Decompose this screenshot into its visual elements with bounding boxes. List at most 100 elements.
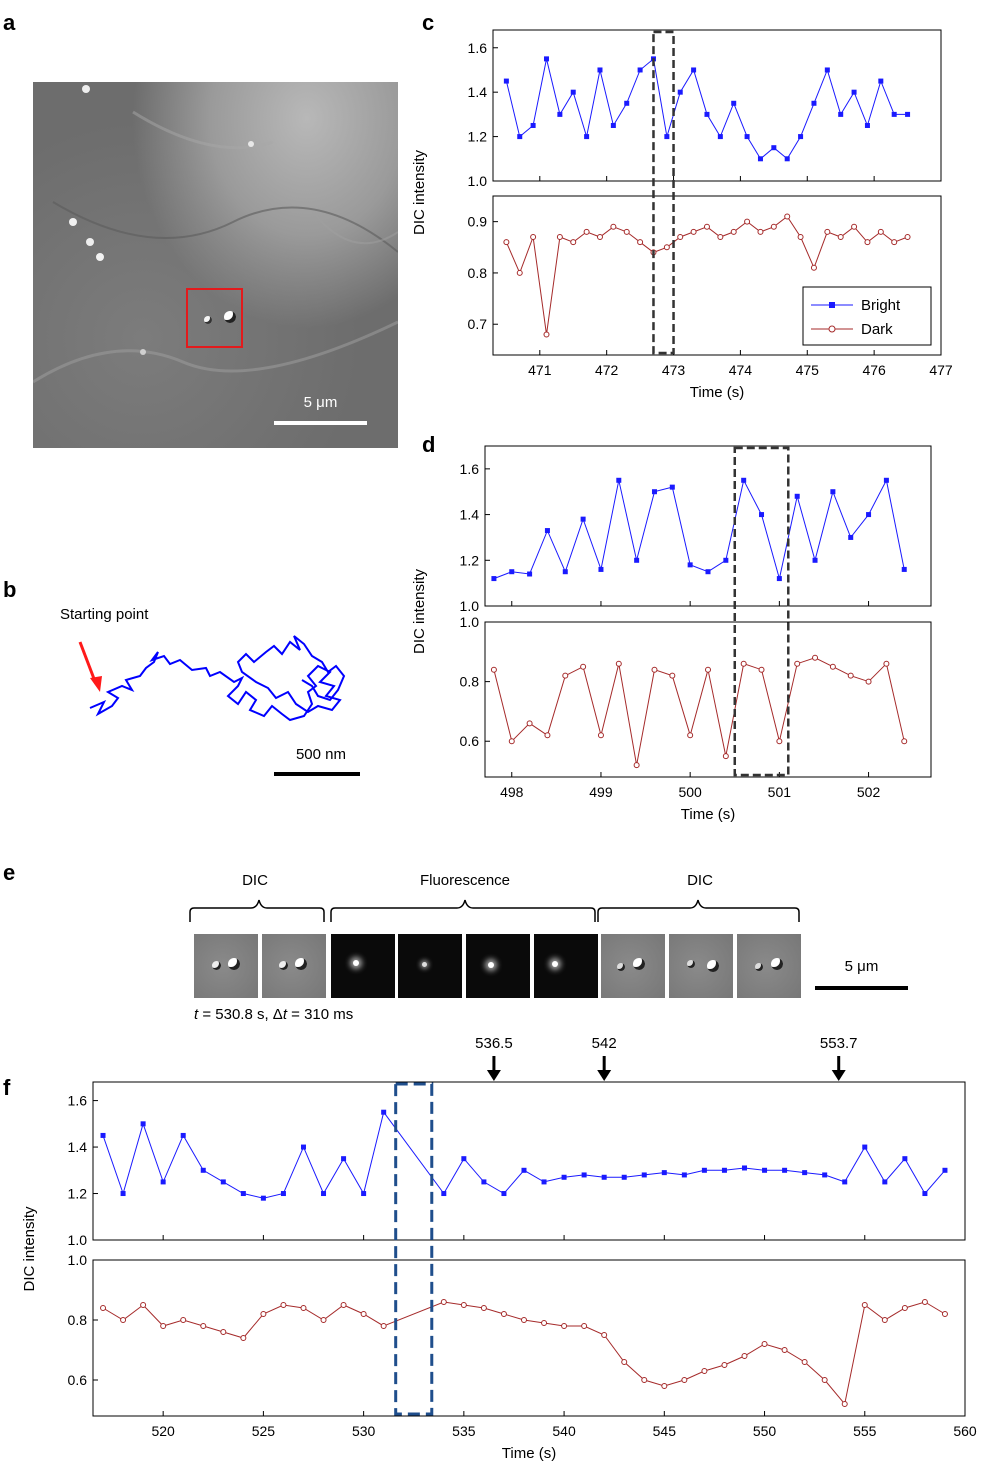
data-point-bright xyxy=(160,1179,166,1185)
particle-bright xyxy=(224,311,236,323)
event-arrow-label: 536.5 xyxy=(475,1035,513,1052)
data-point-bright xyxy=(260,1195,266,1201)
group-label-fluorescence: Fluorescence xyxy=(419,872,511,889)
data-point-dark xyxy=(300,1305,307,1311)
panel-letter-b: b xyxy=(3,577,17,602)
group-label-dic-2: DIC xyxy=(687,872,713,889)
x-tick-label: 555 xyxy=(853,1423,877,1439)
y-tick-label-bottom: 0.8 xyxy=(460,674,480,690)
y-tick-label-bottom: 0.8 xyxy=(68,1312,88,1328)
data-point-bright xyxy=(321,1191,327,1197)
data-point-bright xyxy=(634,557,640,563)
plot-frame-bottom xyxy=(484,621,932,778)
chart-f: 1.0 1.2 1.4 1.6 0.6 0.8 1.0 520 525 530 535 540 545 5… xyxy=(21,1035,977,1462)
legend-marker-dark xyxy=(828,325,836,333)
data-point-bright xyxy=(757,156,763,162)
y-tick-label-bottom: 1.0 xyxy=(68,1252,88,1268)
data-point-dark xyxy=(701,1368,708,1374)
data-point-bright xyxy=(517,134,523,140)
data-point-bright xyxy=(822,1172,828,1178)
x-axis-label: Time (s) xyxy=(502,1445,556,1462)
start-arrow-shaft xyxy=(78,641,98,685)
bracket-fluorescence xyxy=(330,899,596,922)
dic-frame-1 xyxy=(194,934,258,998)
data-point-dark xyxy=(758,666,765,673)
y-tick-label-top: 1.4 xyxy=(68,1139,88,1155)
y-tick-label-bottom: 0.7 xyxy=(468,316,488,332)
data-point-dark xyxy=(851,223,858,230)
x-tick-label: 525 xyxy=(252,1423,276,1439)
data-point-bright xyxy=(838,111,844,117)
data-point-bright xyxy=(641,1172,647,1178)
event-arrow-head xyxy=(831,1070,846,1081)
data-point-dark xyxy=(829,663,836,670)
data-point-bright xyxy=(848,534,854,540)
x-tick-label: 477 xyxy=(929,362,953,378)
data-point-bright xyxy=(878,78,884,84)
y-tick-label-top: 1.6 xyxy=(468,40,488,56)
data-point-dark xyxy=(730,228,737,235)
data-point-bright xyxy=(661,1170,667,1176)
group-label-dic-1: DIC xyxy=(242,872,268,889)
data-point-dark xyxy=(877,228,884,235)
dic-frame-4 xyxy=(669,934,733,998)
x-tick-label: 499 xyxy=(589,784,613,800)
scale-bar-e-label: 5 μm xyxy=(844,958,879,975)
data-point-dark xyxy=(641,1377,648,1383)
legend-label-bright: Bright xyxy=(861,297,901,314)
data-point-dark xyxy=(320,1317,327,1323)
data-point-bright xyxy=(530,122,536,128)
data-point-dark xyxy=(200,1323,207,1329)
data-point-dark xyxy=(841,1401,848,1407)
data-point-dark xyxy=(703,223,710,230)
x-tick-label: 545 xyxy=(653,1423,677,1439)
data-point-dark xyxy=(901,1305,908,1311)
data-point-bright xyxy=(361,1191,367,1197)
data-point-dark xyxy=(717,234,724,241)
data-point-dark xyxy=(440,1299,447,1305)
data-point-bright xyxy=(584,134,590,140)
data-point-dark xyxy=(761,1341,768,1347)
data-point-bright xyxy=(220,1179,226,1185)
y-tick-label-top: 1.0 xyxy=(68,1232,88,1248)
data-point-bright xyxy=(381,1109,387,1115)
starting-point-label: Starting point xyxy=(60,606,149,623)
y-tick-label-bottom: 0.6 xyxy=(460,733,480,749)
data-point-dark xyxy=(508,738,515,745)
caption-dt-var: t xyxy=(282,1006,287,1023)
series-line-bright xyxy=(505,57,908,160)
data-point-dark xyxy=(637,239,644,246)
highlight-window-box xyxy=(394,1082,434,1416)
data-point-dark xyxy=(651,666,658,673)
bracket-dic-1 xyxy=(189,899,325,922)
y-tick-label-top: 1.2 xyxy=(468,129,488,145)
data-point-dark xyxy=(741,1353,748,1359)
legend-marker-bright xyxy=(829,302,835,308)
x-tick-label: 474 xyxy=(729,362,753,378)
panel-letter-e: e xyxy=(3,860,16,885)
data-point-dark xyxy=(260,1311,267,1317)
data-point-bright xyxy=(180,1132,186,1138)
data-point-bright xyxy=(561,1174,567,1180)
y-tick-label-top: 1.0 xyxy=(468,173,488,189)
caption-eq1: = 530.8 s, Δ xyxy=(198,1006,283,1023)
data-point-dark xyxy=(810,264,817,271)
data-point-dark xyxy=(480,1305,487,1311)
series-line-bright xyxy=(493,478,905,580)
data-point-bright xyxy=(782,1167,788,1173)
y-tick-label-top: 1.4 xyxy=(460,507,480,523)
y-axis-label: DIC intensity xyxy=(21,1206,38,1292)
data-point-bright xyxy=(140,1121,146,1127)
data-point-dark xyxy=(861,1302,868,1308)
data-point-dark xyxy=(380,1323,387,1329)
data-point-dark xyxy=(821,1377,828,1383)
data-point-bright xyxy=(616,477,622,483)
data-point-dark xyxy=(705,666,711,673)
data-point-dark xyxy=(520,1317,527,1323)
data-point-bright xyxy=(664,134,670,140)
data-point-dark xyxy=(837,234,844,241)
dic-frame-5 xyxy=(737,934,801,998)
y-tick-label-bottom: 0.8 xyxy=(468,265,488,281)
x-tick-label: 550 xyxy=(753,1423,777,1439)
caption-t-var: t xyxy=(194,1006,199,1023)
